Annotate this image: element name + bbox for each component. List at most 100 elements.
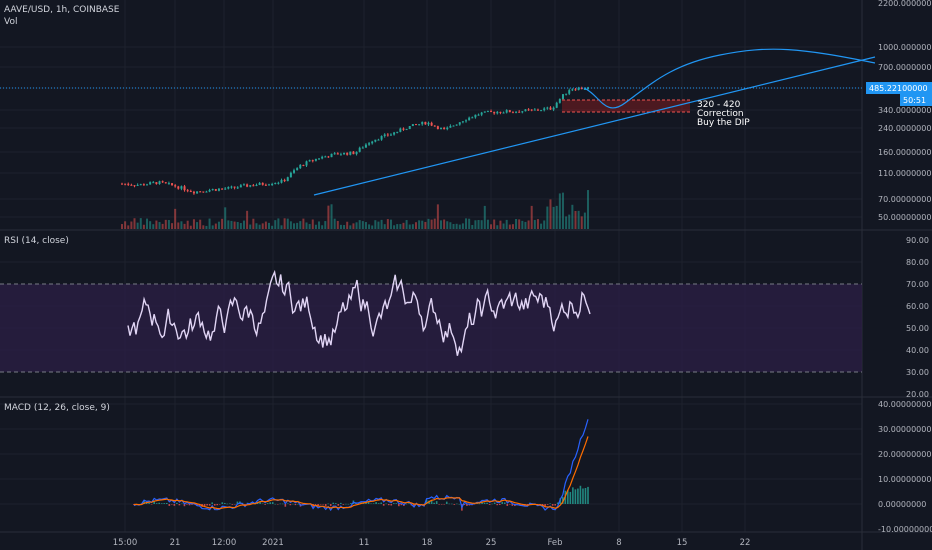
- candle-body[interactable]: [202, 191, 205, 193]
- candle-body[interactable]: [490, 111, 493, 113]
- candle-body[interactable]: [393, 132, 396, 135]
- candle-body[interactable]: [558, 99, 561, 103]
- candle-body[interactable]: [227, 187, 230, 189]
- candle-body[interactable]: [565, 93, 568, 95]
- candle-body[interactable]: [502, 112, 505, 114]
- candle-body[interactable]: [161, 181, 164, 183]
- candle-body[interactable]: [258, 182, 261, 185]
- candle-body[interactable]: [124, 183, 127, 185]
- candle-body[interactable]: [574, 89, 577, 91]
- candle-body[interactable]: [343, 152, 346, 155]
- candle-body[interactable]: [264, 184, 267, 186]
- candle-body[interactable]: [236, 187, 239, 189]
- candle-body[interactable]: [167, 183, 170, 185]
- candle-body[interactable]: [552, 107, 555, 110]
- candle-body[interactable]: [568, 90, 571, 94]
- candle-body[interactable]: [515, 111, 518, 113]
- candle-body[interactable]: [324, 156, 327, 158]
- candle-body[interactable]: [493, 111, 496, 114]
- candle-body[interactable]: [436, 126, 439, 129]
- candle-body[interactable]: [296, 168, 299, 171]
- candle-body[interactable]: [146, 184, 149, 186]
- candle-body[interactable]: [314, 158, 317, 161]
- candle-body[interactable]: [302, 164, 305, 166]
- candle-body[interactable]: [389, 134, 392, 136]
- candle-body[interactable]: [355, 151, 358, 155]
- candle-body[interactable]: [508, 110, 511, 113]
- candle-body[interactable]: [414, 124, 417, 126]
- candle-body[interactable]: [421, 121, 424, 125]
- candle-body[interactable]: [527, 109, 530, 111]
- candle-body[interactable]: [480, 112, 483, 115]
- candle-body[interactable]: [305, 161, 308, 166]
- candle-body[interactable]: [465, 120, 468, 122]
- candle-body[interactable]: [458, 122, 461, 125]
- candle-body[interactable]: [133, 185, 136, 187]
- candle-body[interactable]: [443, 127, 446, 130]
- candle-body[interactable]: [333, 153, 336, 155]
- candle-body[interactable]: [152, 182, 155, 184]
- candle-body[interactable]: [561, 94, 564, 100]
- candle-body[interactable]: [211, 189, 214, 191]
- candle-body[interactable]: [496, 111, 499, 114]
- candle-body[interactable]: [346, 152, 349, 155]
- candle-body[interactable]: [327, 156, 330, 158]
- candle-body[interactable]: [468, 117, 471, 121]
- candle-body[interactable]: [440, 127, 443, 129]
- candle-body[interactable]: [299, 164, 302, 169]
- candle-body[interactable]: [208, 190, 211, 192]
- candle-body[interactable]: [164, 182, 167, 184]
- projection-curve[interactable]: [583, 48, 876, 109]
- candle-body[interactable]: [217, 188, 220, 191]
- candle-body[interactable]: [339, 154, 342, 156]
- candle-body[interactable]: [271, 183, 274, 185]
- candle-body[interactable]: [368, 143, 371, 145]
- candle-body[interactable]: [405, 129, 408, 131]
- candle-body[interactable]: [471, 117, 474, 119]
- candle-body[interactable]: [308, 160, 311, 162]
- candle-body[interactable]: [577, 87, 580, 91]
- candle-body[interactable]: [196, 191, 199, 194]
- candle-body[interactable]: [330, 153, 333, 158]
- candle-body[interactable]: [121, 183, 123, 185]
- candle-body[interactable]: [158, 181, 161, 185]
- candle-body[interactable]: [418, 124, 421, 126]
- candle-body[interactable]: [580, 87, 583, 90]
- candle-body[interactable]: [518, 111, 521, 113]
- candle-body[interactable]: [192, 191, 195, 194]
- candle-body[interactable]: [555, 102, 558, 108]
- candle-body[interactable]: [446, 127, 449, 130]
- candle-body[interactable]: [336, 153, 339, 155]
- candle-body[interactable]: [427, 122, 430, 125]
- candle-body[interactable]: [286, 177, 289, 182]
- candle-body[interactable]: [242, 184, 245, 186]
- candle-body[interactable]: [277, 182, 280, 184]
- candle-body[interactable]: [571, 89, 574, 91]
- candle-body[interactable]: [224, 188, 227, 190]
- candles[interactable]: [121, 86, 589, 195]
- candle-body[interactable]: [127, 183, 130, 185]
- candle-body[interactable]: [318, 158, 321, 160]
- candle-body[interactable]: [149, 182, 152, 185]
- candle-body[interactable]: [155, 182, 158, 185]
- candle-body[interactable]: [377, 139, 380, 141]
- candle-body[interactable]: [530, 109, 533, 111]
- candle-body[interactable]: [486, 111, 489, 113]
- candle-body[interactable]: [274, 183, 277, 185]
- candle-body[interactable]: [361, 147, 364, 149]
- candle-body[interactable]: [321, 156, 324, 159]
- candle-body[interactable]: [142, 184, 145, 186]
- candle-body[interactable]: [189, 191, 192, 193]
- candle-body[interactable]: [364, 144, 367, 148]
- candle-body[interactable]: [411, 124, 414, 127]
- candle-body[interactable]: [255, 184, 258, 186]
- candle-body[interactable]: [533, 109, 536, 111]
- candle-body[interactable]: [543, 108, 546, 111]
- candle-body[interactable]: [546, 107, 549, 109]
- candle-body[interactable]: [452, 125, 455, 127]
- candle-body[interactable]: [408, 126, 411, 130]
- candle-body[interactable]: [521, 111, 524, 113]
- candle-body[interactable]: [524, 109, 527, 112]
- candle-body[interactable]: [261, 182, 264, 185]
- candle-body[interactable]: [221, 188, 224, 190]
